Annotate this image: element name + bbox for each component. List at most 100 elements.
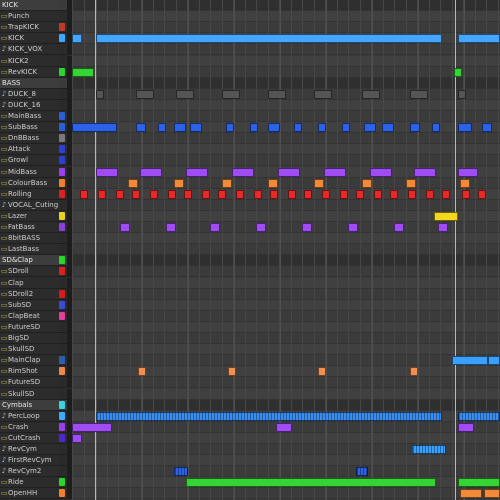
track-header[interactable]: ▭ KICK2	[0, 56, 72, 67]
track-color-swatch[interactable]	[59, 123, 65, 131]
track-color-swatch[interactable]	[59, 301, 65, 309]
track-lane[interactable]	[72, 444, 500, 455]
track-header[interactable]: ▭ Clap	[0, 278, 72, 289]
track-lane[interactable]	[72, 311, 500, 322]
track-color-swatch[interactable]	[59, 279, 65, 287]
track-color-swatch[interactable]	[59, 201, 65, 209]
track-lane[interactable]	[72, 122, 500, 133]
audio-clip[interactable]	[176, 90, 194, 99]
audio-clip[interactable]	[432, 123, 440, 132]
audio-clip[interactable]	[80, 190, 88, 199]
track-color-swatch[interactable]	[59, 356, 65, 364]
track-lane[interactable]	[72, 89, 500, 100]
audio-clip[interactable]	[314, 90, 332, 99]
track-lane[interactable]	[72, 289, 500, 300]
track-lane[interactable]	[72, 233, 500, 244]
audio-clip[interactable]	[72, 123, 117, 132]
track-color-swatch[interactable]	[59, 223, 65, 231]
audio-clip[interactable]	[190, 123, 202, 132]
audio-clip[interactable]	[72, 434, 82, 443]
audio-clip[interactable]	[462, 190, 470, 199]
audio-clip[interactable]	[406, 179, 416, 188]
track-header[interactable]: ▭ TrapKICK	[0, 22, 72, 33]
track-header[interactable]: ♪ RevCym	[0, 444, 72, 455]
audio-clip[interactable]	[174, 179, 184, 188]
audio-clip[interactable]	[410, 123, 420, 132]
track-lane[interactable]	[72, 244, 500, 255]
track-header[interactable]: ♪ VOCAL_Cuting	[0, 200, 72, 211]
audio-clip[interactable]	[364, 123, 376, 132]
track-color-swatch[interactable]	[59, 334, 65, 342]
audio-clip[interactable]	[96, 90, 104, 99]
audio-clip[interactable]	[136, 123, 146, 132]
track-color-swatch[interactable]	[59, 68, 65, 76]
audio-clip[interactable]	[226, 123, 234, 132]
track-header[interactable]: ▭ RimShot	[0, 366, 72, 377]
track-color-swatch[interactable]	[59, 190, 65, 198]
track-color-swatch[interactable]	[59, 1, 65, 9]
audio-clip[interactable]	[478, 190, 486, 199]
audio-clip[interactable]	[278, 168, 300, 177]
track-color-swatch[interactable]	[59, 345, 65, 353]
loop-marker-line[interactable]	[95, 0, 96, 500]
audio-clip[interactable]	[408, 190, 416, 199]
audio-clip[interactable]	[488, 356, 500, 365]
audio-clip[interactable]	[138, 367, 146, 376]
audio-clip[interactable]	[458, 90, 466, 99]
audio-clip[interactable]	[460, 179, 470, 188]
track-lane[interactable]	[72, 67, 500, 78]
audio-clip[interactable]	[210, 223, 220, 232]
audio-clip[interactable]	[184, 190, 192, 199]
audio-clip[interactable]	[228, 367, 236, 376]
arrangement-grid[interactable]	[72, 0, 500, 500]
audio-clip[interactable]	[186, 168, 208, 177]
track-lane[interactable]	[72, 278, 500, 289]
track-color-swatch[interactable]	[59, 12, 65, 20]
track-header[interactable]: ▭ CutCrash	[0, 433, 72, 444]
track-header[interactable]: ▭ FatBass	[0, 222, 72, 233]
track-header[interactable]: ▭ SkullSD	[0, 389, 72, 400]
track-lane[interactable]	[72, 344, 500, 355]
track-color-swatch[interactable]	[59, 57, 65, 65]
audio-clip[interactable]	[254, 190, 262, 199]
track-color-swatch[interactable]	[59, 168, 65, 176]
audio-clip[interactable]	[72, 423, 112, 432]
track-color-swatch[interactable]	[59, 312, 65, 320]
audio-clip[interactable]	[140, 168, 162, 177]
audio-clip[interactable]	[460, 489, 482, 498]
audio-clip[interactable]	[96, 34, 442, 43]
audio-clip[interactable]	[132, 190, 140, 199]
audio-clip[interactable]	[136, 90, 154, 99]
audio-clip[interactable]	[120, 223, 130, 232]
track-color-swatch[interactable]	[59, 234, 65, 242]
track-header[interactable]: ▭ KICK	[0, 33, 72, 44]
track-color-swatch[interactable]	[59, 267, 65, 275]
audio-clip[interactable]	[484, 489, 500, 498]
track-color-swatch[interactable]	[59, 179, 65, 187]
group-header-row[interactable]: KICK	[0, 0, 72, 11]
track-color-swatch[interactable]	[59, 256, 65, 264]
track-color-swatch[interactable]	[59, 112, 65, 120]
audio-clip[interactable]	[72, 68, 94, 77]
track-header[interactable]: ▭ Ride	[0, 477, 72, 488]
track-color-swatch[interactable]	[59, 434, 65, 442]
track-color-swatch[interactable]	[59, 145, 65, 153]
audio-clip[interactable]	[374, 190, 382, 199]
track-header[interactable]: ▭ BigSD	[0, 333, 72, 344]
audio-clip[interactable]	[458, 168, 478, 177]
audio-clip[interactable]	[72, 34, 82, 43]
track-color-swatch[interactable]	[59, 401, 65, 409]
track-lane[interactable]	[72, 433, 500, 444]
track-lane[interactable]	[72, 133, 500, 144]
audio-clip[interactable]	[222, 90, 240, 99]
track-lane[interactable]	[72, 155, 500, 166]
audio-clip[interactable]	[362, 90, 380, 99]
track-lane[interactable]	[72, 400, 500, 411]
audio-clip[interactable]	[314, 179, 324, 188]
track-header[interactable]: ♪ DUCK_8	[0, 89, 72, 100]
audio-clip[interactable]	[370, 168, 392, 177]
track-lane[interactable]	[72, 56, 500, 67]
track-header[interactable]: ♪ DUCK_16	[0, 100, 72, 111]
audio-clip[interactable]	[268, 90, 286, 99]
audio-clip[interactable]	[340, 190, 348, 199]
